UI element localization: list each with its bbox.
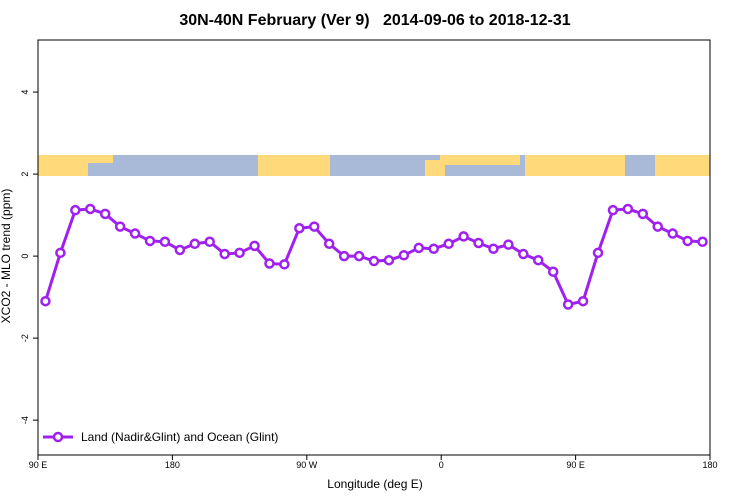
legend: Land (Nadir&Glint) and Ocean (Glint) bbox=[43, 430, 278, 444]
data-point bbox=[592, 247, 604, 259]
plot-frame bbox=[37, 39, 711, 456]
data-point bbox=[99, 208, 111, 220]
data-point bbox=[144, 235, 156, 247]
land-region bbox=[88, 155, 113, 163]
map-strip bbox=[38, 155, 710, 176]
data-point bbox=[323, 238, 335, 250]
land-region bbox=[655, 155, 710, 176]
data-point bbox=[518, 248, 529, 260]
data-point bbox=[249, 240, 260, 252]
data-point bbox=[503, 239, 514, 250]
data-point bbox=[488, 243, 499, 254]
data-point bbox=[398, 250, 410, 261]
data-point bbox=[294, 222, 305, 234]
data-point bbox=[234, 247, 245, 259]
data-point bbox=[129, 228, 141, 239]
data-point bbox=[159, 236, 171, 248]
data-point bbox=[443, 238, 454, 250]
x-tick-label: 90 E bbox=[29, 460, 48, 470]
data-point bbox=[204, 236, 215, 248]
data-point bbox=[428, 243, 439, 254]
data-point bbox=[458, 231, 469, 242]
land-region bbox=[525, 155, 625, 176]
data-point bbox=[189, 238, 201, 250]
data-point bbox=[174, 244, 186, 256]
data-point bbox=[85, 203, 96, 215]
land-region bbox=[38, 155, 88, 176]
data-point bbox=[40, 295, 51, 307]
land-region bbox=[258, 155, 330, 176]
data-point bbox=[55, 247, 66, 259]
data-point bbox=[413, 242, 425, 254]
y-tick-label: 0 bbox=[20, 254, 30, 259]
data-point bbox=[383, 254, 395, 266]
data-point bbox=[353, 250, 365, 262]
data-point bbox=[338, 250, 350, 262]
data-point bbox=[309, 221, 320, 232]
data-point bbox=[577, 295, 589, 307]
y-tick-label: 2 bbox=[20, 172, 30, 177]
data-point bbox=[279, 259, 290, 270]
land-region bbox=[440, 155, 520, 165]
data-point bbox=[70, 204, 81, 216]
chart-title: 30N-40N February (Ver 9) 2014-09-06 to 2… bbox=[179, 12, 570, 29]
data-point bbox=[622, 203, 634, 215]
y-axis-label: XCO2 - MLO trend (ppm) bbox=[0, 189, 13, 324]
data-point bbox=[473, 237, 484, 249]
data-point bbox=[697, 236, 708, 248]
y-tick-label: -4 bbox=[20, 416, 30, 424]
data-point bbox=[637, 208, 649, 220]
data-point bbox=[607, 204, 619, 216]
data-point bbox=[682, 235, 693, 247]
data-point bbox=[533, 254, 544, 266]
x-tick-label: 0 bbox=[439, 460, 444, 470]
data-point bbox=[219, 248, 230, 260]
x-tick-label: 180 bbox=[165, 460, 180, 470]
y-tick-label: -2 bbox=[20, 334, 30, 342]
data-point bbox=[114, 221, 126, 232]
x-tick-label: 180 bbox=[702, 460, 717, 470]
y-tick-label: 4 bbox=[20, 90, 30, 95]
data-point bbox=[562, 299, 574, 310]
x-tick-label: 90 E bbox=[566, 460, 585, 470]
data-point bbox=[368, 255, 380, 267]
data-point bbox=[547, 266, 559, 277]
legend-label: Land (Nadir&Glint) and Ocean (Glint) bbox=[81, 430, 278, 444]
legend-marker bbox=[52, 431, 64, 443]
data-point bbox=[667, 228, 678, 239]
data-point bbox=[652, 221, 663, 232]
x-axis-label: Longitude (deg E) bbox=[327, 477, 422, 491]
x-tick-label: 90 W bbox=[296, 460, 318, 470]
data-point bbox=[264, 258, 275, 269]
